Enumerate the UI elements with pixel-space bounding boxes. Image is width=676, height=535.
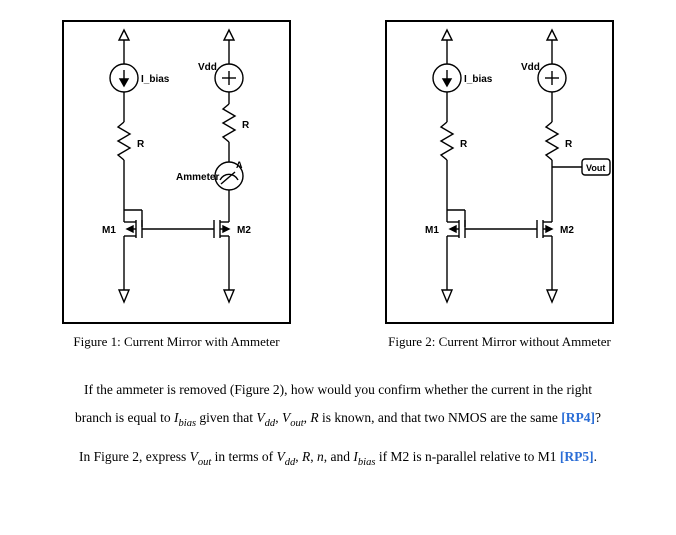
- figure-2-block: I_bias R M1: [385, 20, 614, 350]
- ibias-label-2: I_bias: [464, 74, 493, 85]
- a-label: A: [236, 160, 243, 170]
- ibias-label: I_bias: [141, 74, 170, 85]
- p1-c: given that: [199, 410, 256, 425]
- figure-1-circuit: I_bias R: [62, 20, 291, 324]
- p1-e: is known, and that two NMOS are the same: [322, 410, 561, 425]
- figure-2-circuit: I_bias R M1: [385, 20, 614, 324]
- r-right-label-2: R: [565, 139, 573, 150]
- m2-label-2: M2: [560, 225, 574, 236]
- ammeter-label: Ammeter: [176, 172, 219, 183]
- figure-1-caption: Figure 1: Current Mirror with Ammeter: [73, 334, 279, 350]
- vout-label: Vout: [586, 163, 605, 173]
- figure-2-svg: I_bias R M1: [387, 22, 612, 322]
- r-left-label: R: [137, 139, 145, 150]
- paragraph-1: If the ammeter is removed (Figure 2), ho…: [30, 376, 646, 435]
- figure-1-block: I_bias R: [62, 20, 291, 350]
- m1-label-2: M1: [425, 225, 439, 236]
- p1-a: If the ammeter is removed (Figure 2), ho…: [84, 382, 592, 397]
- figure-2-caption: Figure 2: Current Mirror without Ammeter: [388, 334, 611, 350]
- p2-e: if M2 is n-parallel relative to M1: [379, 449, 560, 464]
- figure-1-svg: I_bias R: [64, 22, 289, 322]
- vdd-label-2: Vdd: [521, 62, 540, 73]
- m1-label: M1: [102, 225, 116, 236]
- r-right-label: R: [242, 120, 250, 131]
- p1-b: branch is equal to: [75, 410, 174, 425]
- p2-b: in terms of: [215, 449, 277, 464]
- m2-label: M2: [237, 225, 251, 236]
- figures-row: I_bias R: [30, 20, 646, 350]
- paragraph-2: In Figure 2, express Vout in terms of Vd…: [30, 443, 646, 474]
- p2-a: In Figure 2, express: [79, 449, 190, 464]
- rp4-link[interactable]: [RP4]: [561, 410, 595, 425]
- r-left-label-2: R: [460, 139, 468, 150]
- rp5-link[interactable]: [RP5]: [560, 449, 594, 464]
- vdd-label: Vdd: [198, 62, 217, 73]
- question-text: If the ammeter is removed (Figure 2), ho…: [30, 376, 646, 474]
